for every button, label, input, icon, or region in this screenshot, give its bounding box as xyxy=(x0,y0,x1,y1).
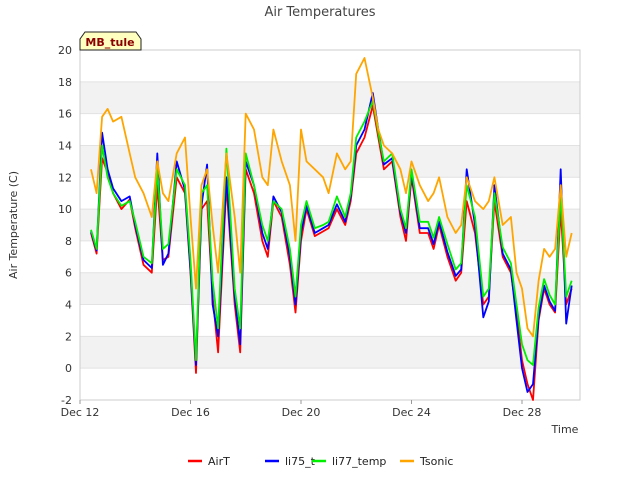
y-tick-label: 2 xyxy=(65,330,72,343)
legend-label-li75-t: li75_t xyxy=(285,455,316,468)
site-tag-label: MB_tule xyxy=(85,36,134,49)
x-tick-label: Dec 28 xyxy=(503,406,542,419)
y-tick-label: 16 xyxy=(58,108,72,121)
legend: AirT li75_t li77_temp Tsonic xyxy=(188,455,453,468)
x-axis-ticks: Dec 12 Dec 16 Dec 20 Dec 24 Dec 28 xyxy=(61,400,542,419)
x-axis-title: Time xyxy=(551,423,579,436)
y-tick-label: 12 xyxy=(58,171,72,184)
y-tick-label: 14 xyxy=(58,139,72,152)
series-line-li77-temp xyxy=(90,100,573,366)
y-axis-title: Air Temperature (C) xyxy=(7,171,20,279)
chart-title: Air Temperatures xyxy=(264,5,375,20)
y-tick-label: 18 xyxy=(58,76,72,89)
grid-band xyxy=(80,272,580,305)
legend-label-li77-temp: li77_temp xyxy=(332,455,386,468)
y-tick-label: 10 xyxy=(58,203,72,216)
x-tick-label: Dec 12 xyxy=(61,406,100,419)
x-tick-label: Dec 24 xyxy=(392,406,431,419)
x-tick-label: Dec 16 xyxy=(171,406,210,419)
series-lines xyxy=(90,57,573,401)
y-tick-label: 0 xyxy=(65,362,72,375)
grid-band xyxy=(80,145,580,178)
site-tag: MB_tule xyxy=(79,31,142,51)
series-line-tsonic xyxy=(90,57,573,338)
y-tick-label: 6 xyxy=(65,267,72,280)
y-tick-label: 20 xyxy=(58,44,72,57)
grid-band xyxy=(80,81,580,114)
y-tick-label: 4 xyxy=(65,299,72,312)
y-tick-label: -2 xyxy=(61,394,72,407)
y-tick-label: 8 xyxy=(65,235,72,248)
legend-label-tsonic: Tsonic xyxy=(419,455,453,468)
x-tick-label: Dec 20 xyxy=(282,406,321,419)
grid-bands xyxy=(80,81,580,369)
plot-area xyxy=(79,49,581,401)
legend-label-airt: AirT xyxy=(208,455,230,468)
site-tag-box xyxy=(79,31,142,51)
grid-band xyxy=(80,336,580,369)
y-axis-ticks: -2 0 2 4 6 8 10 12 14 16 18 20 xyxy=(58,44,72,407)
